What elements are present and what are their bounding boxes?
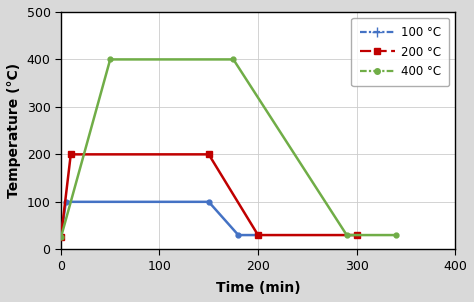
X-axis label: Time (min): Time (min) (216, 281, 301, 295)
Legend: 100 °C, 200 °C, 400 °C: 100 °C, 200 °C, 400 °C (351, 18, 449, 86)
Y-axis label: Temperature (°C): Temperature (°C) (7, 63, 21, 198)
